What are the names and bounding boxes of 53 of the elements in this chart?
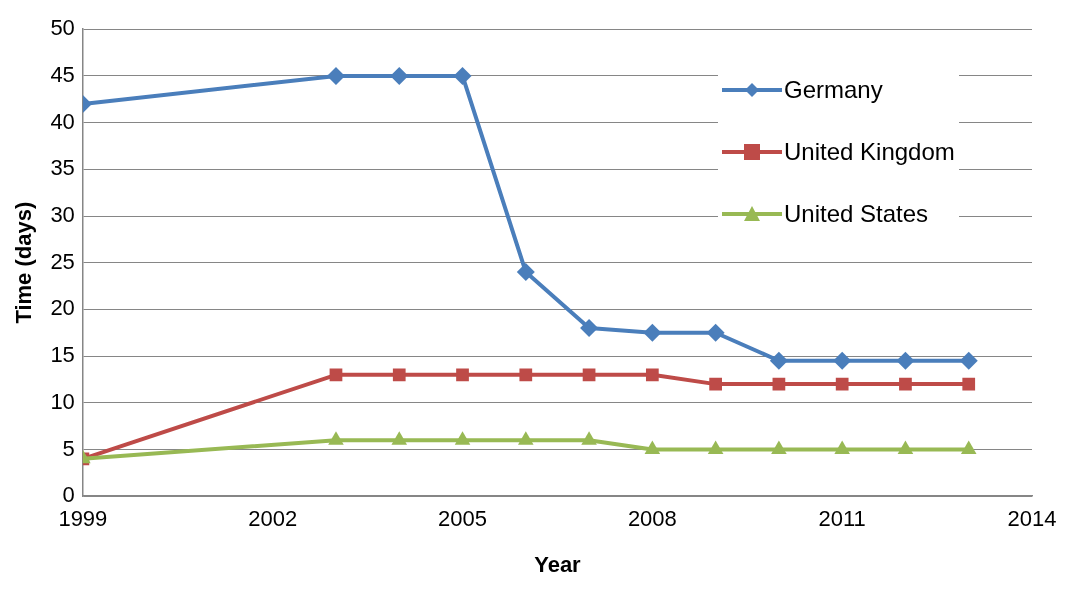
legend-label: Germany: [784, 76, 883, 104]
point: [645, 368, 659, 382]
y-tick-label: 35: [50, 155, 75, 181]
y-tick-label: 40: [50, 108, 75, 134]
legend-label: United Kingdom: [784, 138, 955, 166]
point: [899, 377, 912, 391]
point: [960, 440, 977, 454]
point: [454, 431, 471, 445]
x-tick-label: 2008: [627, 506, 677, 532]
x-tick-label: 2002: [248, 506, 298, 532]
point: [518, 431, 534, 445]
point: [643, 323, 662, 342]
legend-label: United States: [784, 200, 929, 228]
point: [959, 351, 978, 370]
x-tick-label: 1999: [58, 506, 108, 532]
point: [391, 431, 408, 445]
point: [771, 440, 787, 454]
point: [516, 263, 535, 282]
point: [897, 440, 914, 454]
y-tick-label: 25: [50, 248, 75, 274]
point: [835, 377, 849, 391]
point: [769, 351, 788, 370]
point: [833, 351, 852, 370]
point: [326, 66, 345, 85]
y-axis-title: Time (days): [11, 201, 37, 324]
point: [834, 440, 850, 454]
point: [453, 66, 472, 85]
point: [706, 323, 725, 342]
point: [456, 368, 469, 382]
point: [644, 440, 661, 454]
x-tick-label: 2005: [438, 506, 487, 532]
y-tick-label: 20: [50, 295, 75, 321]
point: [962, 377, 976, 391]
point: [519, 368, 533, 382]
x-tick-label: 2014: [1007, 506, 1057, 532]
point: [392, 368, 406, 382]
y-tick-label: 15: [50, 342, 75, 368]
y-tick-label: 0: [62, 482, 75, 508]
point: [580, 319, 599, 338]
y-tick-label: 45: [50, 61, 75, 87]
point: [582, 368, 596, 382]
y-tick-label: 30: [50, 202, 75, 228]
point: [707, 440, 724, 454]
point: [709, 377, 722, 391]
point: [581, 431, 597, 445]
x-tick-label: 2011: [818, 506, 866, 532]
x-axis-title: Year: [534, 551, 582, 577]
y-tick-label: 10: [50, 388, 75, 414]
point: [896, 351, 915, 370]
point: [328, 431, 344, 445]
y-tick-label: 5: [62, 435, 75, 461]
point: [329, 368, 343, 382]
y-tick-label: 50: [50, 15, 75, 41]
